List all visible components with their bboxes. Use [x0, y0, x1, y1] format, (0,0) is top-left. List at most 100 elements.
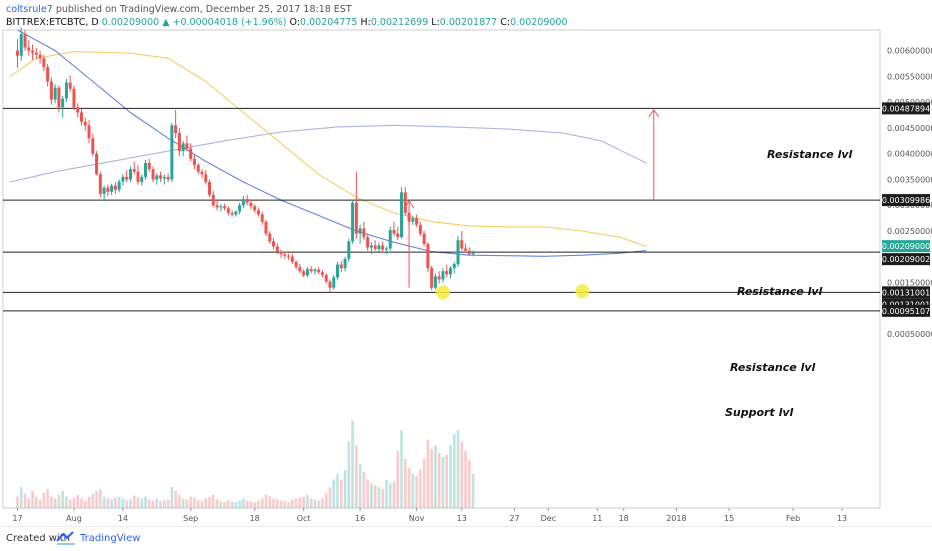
candle-body	[80, 112, 84, 122]
x-tick-label: Sep	[183, 514, 198, 523]
candle-body	[245, 199, 249, 203]
high-value: 0.00212699	[370, 17, 429, 28]
last-price-tag: 0.00209000	[882, 242, 930, 251]
volume-bar	[260, 498, 264, 508]
tradingview-brand[interactable]: TradingView	[80, 533, 141, 544]
x-tick-label: 18	[250, 514, 260, 523]
candle-body	[441, 271, 445, 280]
volume-bar	[23, 493, 27, 508]
candle-body	[328, 281, 332, 288]
author-link[interactable]: coltsrule7	[6, 4, 53, 15]
candle-body	[448, 268, 452, 275]
volume-bar	[19, 487, 23, 508]
level-tag-3-bg	[882, 286, 930, 299]
volume-bar	[151, 500, 155, 508]
open-label: O:	[289, 17, 301, 28]
candle-body	[362, 228, 366, 238]
candle-body	[272, 241, 276, 247]
volume-bar	[279, 500, 283, 508]
volume-bar	[50, 496, 53, 508]
candle-body	[396, 233, 400, 238]
ohlc-line: BITTREX:ETCBTC, D 0.00209000 ▲ +0.000040…	[6, 17, 568, 28]
volume-bar	[114, 497, 117, 508]
candle-body	[83, 121, 87, 126]
level-tag-3: 0.00131001	[882, 288, 930, 297]
x-tick-label: 14	[118, 514, 128, 523]
close-label: C:	[500, 17, 511, 28]
volume-bar	[166, 499, 170, 508]
candle-body	[102, 187, 106, 194]
low-value: 0.00201877	[439, 17, 498, 28]
x-tick-label: 17	[12, 514, 22, 523]
volume-bar	[358, 464, 362, 508]
volume-bar	[99, 489, 102, 508]
x-tick-label: 27	[509, 514, 519, 523]
volume-bar	[471, 473, 475, 508]
candle-body	[377, 245, 381, 250]
arrow-head-icon	[403, 200, 415, 209]
x-tick-label: Dec	[541, 514, 556, 523]
candle-body	[290, 256, 294, 262]
volume-bar	[264, 494, 268, 508]
publish-info: published on TradingView.com, December 2…	[55, 4, 352, 15]
x-tick-label: 2018	[666, 514, 686, 523]
candle-body	[418, 224, 422, 234]
candle-body	[230, 212, 234, 215]
candle-body	[388, 229, 392, 249]
volume-bar	[366, 479, 369, 508]
volume-bar	[80, 498, 83, 508]
candle-body	[234, 211, 238, 215]
candle-body	[27, 47, 31, 51]
volume-bar	[275, 499, 279, 508]
level-annotation-3: Support lvl	[725, 406, 794, 419]
volume-bar	[35, 496, 38, 508]
volume-bar	[110, 499, 113, 508]
candle-body	[16, 50, 19, 56]
candle-body	[339, 264, 343, 269]
candle-body	[61, 98, 65, 108]
candle-body	[42, 58, 46, 68]
volume-bar	[242, 498, 245, 508]
volume-bar	[272, 498, 275, 508]
candle-body	[91, 138, 95, 154]
candle-body	[208, 182, 212, 195]
volume-bar	[144, 496, 147, 508]
volume-bar	[208, 496, 211, 508]
level-annotation-0: Resistance lvl	[767, 148, 853, 161]
candle-body	[422, 233, 426, 244]
arrow-head-icon	[648, 109, 660, 118]
candle-body	[117, 181, 121, 190]
candle-body	[192, 158, 196, 166]
volume-bar	[245, 500, 249, 508]
candle-body	[151, 169, 155, 180]
volume-bar	[185, 499, 189, 508]
volume-bar	[336, 473, 339, 508]
plot-frame	[2, 29, 881, 509]
volume-bar	[287, 502, 290, 508]
volume-bar	[219, 501, 223, 508]
volume-bar	[27, 498, 31, 508]
candle-body	[177, 133, 181, 152]
candle-body	[136, 171, 140, 183]
candle-body	[256, 210, 260, 215]
y-tick-label: 0.00600000	[887, 47, 932, 56]
candle-body	[68, 82, 72, 89]
volume-bar	[227, 500, 230, 508]
candle-body	[34, 52, 38, 55]
candle-body	[72, 88, 76, 108]
candle-body	[189, 148, 193, 159]
candle-body	[411, 218, 415, 222]
candle-body	[445, 271, 449, 275]
volume-bar	[370, 483, 373, 508]
candle-body	[302, 271, 306, 276]
price-chart[interactable]: Resistance lvl Resistance lvl Resistance l…	[0, 0, 932, 526]
volume-bar	[61, 490, 64, 508]
volume-bar	[189, 496, 192, 508]
level-annotation-1: Resistance lvl	[737, 285, 823, 298]
candle-body	[275, 246, 279, 252]
volume-bar	[211, 494, 215, 508]
candle-body	[332, 277, 336, 288]
level-tag-1: 0.00309986	[882, 196, 930, 205]
candle-body	[373, 245, 377, 250]
candle-body	[170, 125, 174, 180]
